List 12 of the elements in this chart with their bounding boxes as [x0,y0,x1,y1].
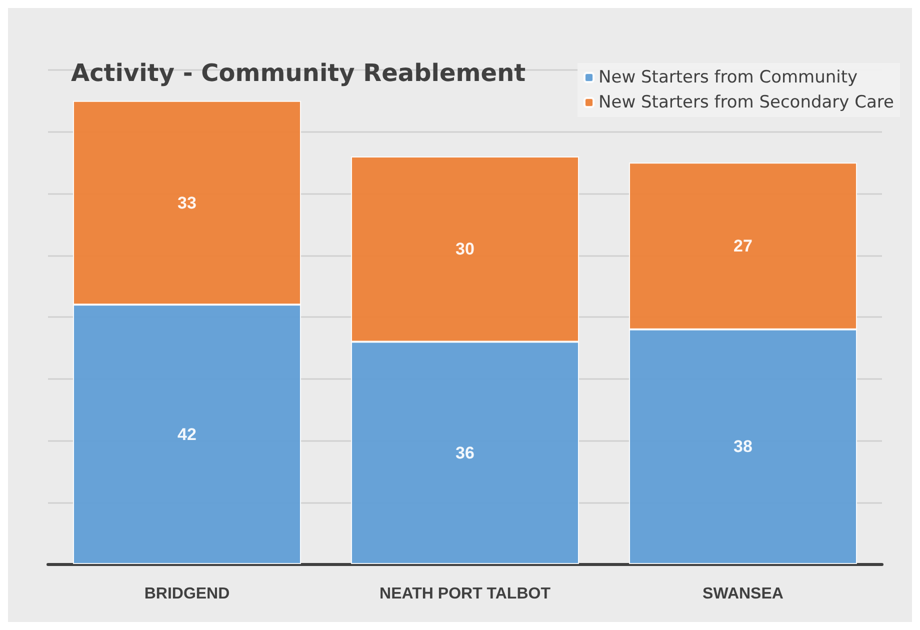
data-label: 42 [178,424,196,444]
x-tick-label: SWANSEA [702,586,784,602]
x-tick-label: NEATH PORT TALBOT [380,586,551,602]
data-label: 36 [456,443,474,462]
data-label: 30 [456,240,474,259]
legend-label: New Starters from Community [598,68,858,88]
chart-title: Activity - Community Reablement [71,59,526,87]
x-tick-label: BRIDGEND [144,586,230,602]
legend-label: New Starters from Secondary Care [598,92,894,112]
data-label: 27 [734,236,752,256]
data-label: 38 [734,437,752,456]
data-label: 33 [178,193,196,212]
